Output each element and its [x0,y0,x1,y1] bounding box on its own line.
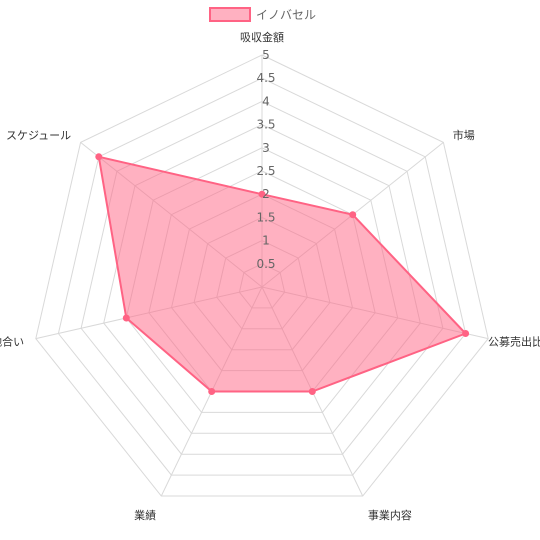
tick-layer: 0.5 1 1.5 2 2.5 3 3.5 4 4.5 5 [256,48,275,271]
legend-label[interactable]: イノバセル [256,8,316,22]
category-label-5: 地合い [0,334,24,348]
series-layer [95,153,470,395]
data-point-2[interactable] [462,330,470,337]
data-point-5[interactable] [122,314,130,322]
data-point-1[interactable] [349,211,357,219]
r-tick-label: 5 [262,48,270,62]
category-label-6: スケジュール [6,129,71,142]
grid-ring-10 [35,54,489,497]
r-tick-label: 1.5 [256,210,275,224]
data-point-6[interactable] [95,153,103,161]
r-tick-label: 4.5 [256,71,275,85]
r-tick-label: 4 [262,94,270,108]
r-tick-label: 2 [262,187,270,201]
category-label-4: 業績 [134,508,156,522]
category-label-2: 公募売出比 [488,334,540,348]
data-point-4[interactable] [208,388,216,395]
r-tick-label: 2.5 [256,164,275,178]
legend-swatch[interactable] [209,7,251,22]
data-point-0[interactable] [258,190,266,198]
r-tick-label: 3.5 [256,118,275,132]
r-tick-label: 3 [262,141,270,155]
series-area [97,155,468,393]
category-label-0: 吸収金額 [240,30,284,44]
r-tick-label: 1 [262,234,270,248]
category-label-1: 市場 [453,128,475,142]
data-point-3[interactable] [308,388,316,395]
grid-ring-9 [57,77,467,476]
category-label-3: 事業内容 [368,508,412,522]
r-tick-label: 0.5 [256,257,275,271]
legend[interactable]: イノバセル [209,7,316,22]
